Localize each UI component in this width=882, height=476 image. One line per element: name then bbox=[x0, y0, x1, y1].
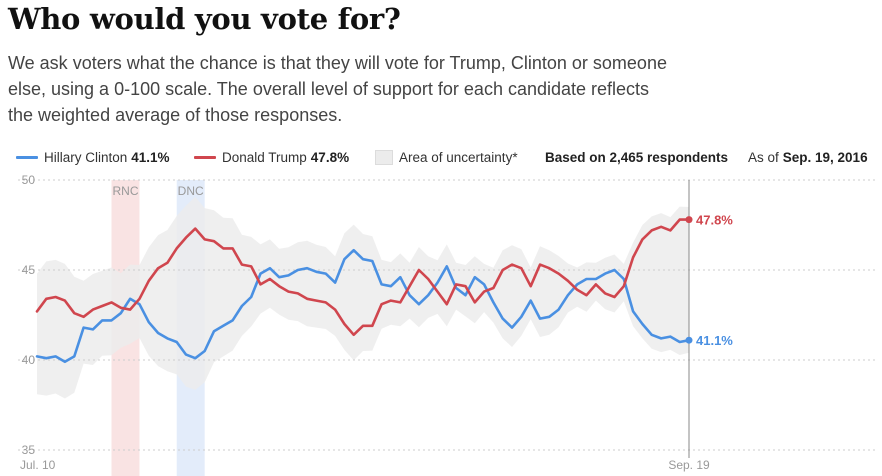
convention-label-rnc: RNC bbox=[112, 184, 138, 198]
legend-trump-label: Donald Trump bbox=[222, 150, 307, 165]
series-end-dot-clinton bbox=[685, 336, 693, 344]
convention-label-dnc: DNC bbox=[178, 184, 204, 198]
respondents-text: Based on 2,465 respondents bbox=[545, 150, 729, 165]
legend: Hillary Clinton 41.1% Donald Trump 47.8% A… bbox=[16, 150, 882, 170]
as-of-note: As of Sep. 19, 2016 bbox=[748, 150, 868, 165]
legend-clinton-label: Hillary Clinton bbox=[44, 150, 128, 165]
legend-swatch-clinton bbox=[16, 156, 38, 159]
series-end-label-clinton: 41.1% bbox=[696, 333, 733, 348]
legend-item-uncertainty: Area of uncertainty* bbox=[375, 150, 518, 165]
y-tick-label-35: 35 bbox=[22, 443, 36, 457]
legend-uncertainty-label: Area of uncertainty* bbox=[399, 150, 518, 165]
y-tick-label-45: 45 bbox=[22, 263, 36, 277]
legend-clinton-value: 41.1% bbox=[131, 150, 170, 165]
legend-swatch-uncertainty bbox=[375, 150, 393, 165]
legend-trump-value: 47.8% bbox=[310, 150, 350, 165]
series-end-dot-trump bbox=[685, 216, 693, 224]
as-of-prefix: As of bbox=[748, 150, 779, 165]
series-end-label-trump: 47.8% bbox=[696, 213, 733, 228]
chart-description: We ask voters what the chance is that th… bbox=[8, 53, 667, 125]
series-line-trump bbox=[35, 218, 691, 337]
uncertainty-area bbox=[37, 196, 689, 399]
legend-item-clinton: Hillary Clinton 41.1% bbox=[16, 150, 170, 165]
legend-swatch-trump bbox=[194, 156, 216, 159]
respondents-note: Based on 2,465 respondents bbox=[545, 150, 728, 165]
x-tick-label-end: Sep. 19 bbox=[668, 458, 710, 472]
x-tick-label-start: Jul. 10 bbox=[20, 458, 56, 472]
legend-item-trump: Donald Trump 47.8% bbox=[194, 150, 349, 165]
series-line-clinton bbox=[35, 248, 691, 364]
y-tick-label-50: 50 bbox=[22, 173, 36, 187]
y-tick-label-40: 40 bbox=[22, 353, 36, 367]
as-of-date: Sep. 19, 2016 bbox=[782, 150, 868, 165]
chart-title: Who would you vote for? bbox=[8, 2, 401, 36]
